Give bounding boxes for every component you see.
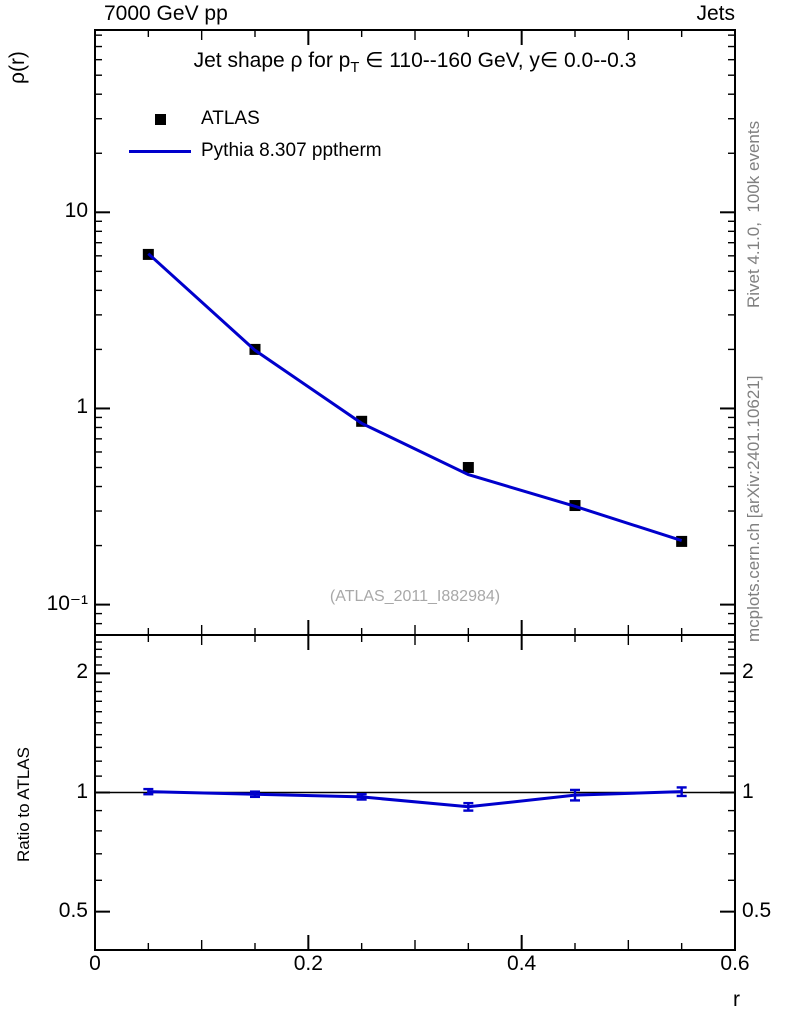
y-tick-label-right: 1 — [742, 779, 754, 803]
legend-label-pythia: Pythia 8.307 pptherm — [201, 140, 382, 161]
ratio-panel-border — [94, 634, 736, 951]
x-tick-label: 0.4 — [507, 952, 537, 975]
ratio-y-axis-title: Ratio to ATLAS — [14, 747, 33, 862]
x-tick-label: 0.6 — [720, 952, 750, 975]
legend-item-pythia: Pythia 8.307 pptherm — [127, 135, 382, 167]
y-tick-label: 10 — [64, 199, 88, 223]
y-tick-label: 10⁻¹ — [46, 591, 88, 615]
y-tick-label: 0.5 — [58, 898, 88, 922]
plot-title-pre: Jet shape ρ for p — [193, 49, 351, 72]
series-line — [147, 252, 683, 543]
data-marker — [356, 415, 368, 427]
series-line — [148, 790, 682, 809]
legend-swatch-cell — [127, 113, 193, 125]
header-analysis-group: Jets — [696, 2, 735, 25]
y-tick-label: 1 — [76, 779, 88, 803]
data-marker — [462, 462, 474, 474]
plot-title: Jet shape ρ for pT ∈ 110--160 GeV, y∈ 0.… — [95, 48, 735, 76]
legend: ATLAS Pythia 8.307 pptherm — [127, 103, 382, 167]
x-tick-label: 0.2 — [293, 952, 323, 975]
mcplots-arxiv-label: mcplots.cern.ch [arXiv:2401.10621] — [744, 375, 763, 642]
atlas-marker-swatch — [154, 113, 166, 125]
legend-item-atlas: ATLAS — [127, 103, 382, 135]
y-tick-label: 2 — [76, 660, 88, 684]
pythia-line-swatch — [129, 149, 191, 153]
y-tick-label: 1 — [76, 395, 88, 419]
data-marker — [676, 535, 688, 547]
legend-swatch-cell — [127, 149, 193, 153]
x-axis-title: r — [733, 988, 740, 1011]
plot-title-post: ∈ 110--160 GeV, y∈ 0.0--0.3 — [359, 49, 637, 72]
main-y-axis-title: ρ(r) — [6, 51, 29, 84]
header-beam-energy: 7000 GeV pp — [104, 2, 228, 25]
y-tick-label-right: 0.5 — [742, 898, 772, 922]
analysis-id-watermark: (ATLAS_2011_I882984) — [329, 588, 501, 605]
plot-title-sub: T — [350, 60, 360, 77]
legend-label-atlas: ATLAS — [201, 108, 260, 129]
x-tick-label: 0 — [89, 952, 101, 975]
rivet-version-label: Rivet 4.1.0, 100k events — [744, 120, 763, 308]
y-tick-label-right: 2 — [742, 660, 754, 684]
